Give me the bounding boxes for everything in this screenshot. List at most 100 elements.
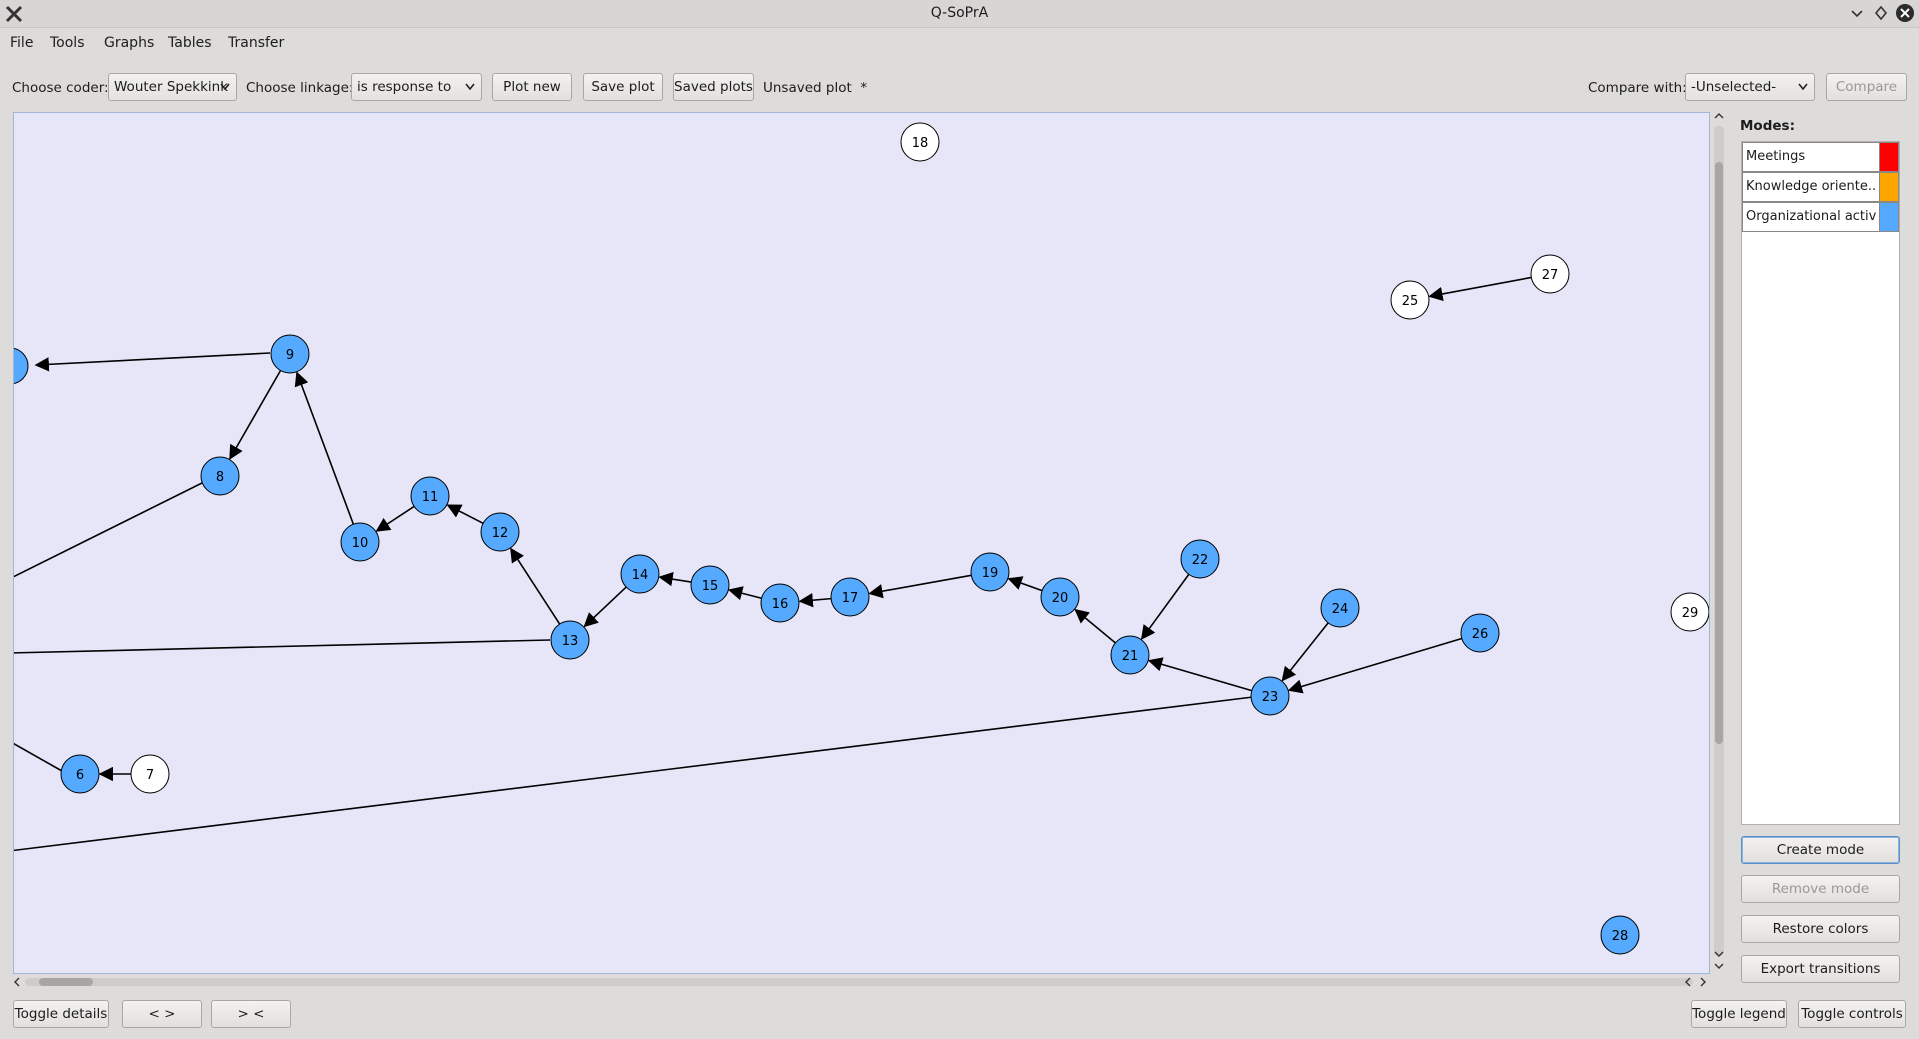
graph-node-label: 25 (1402, 294, 1419, 309)
mode-color-swatch[interactable] (1879, 203, 1898, 231)
app-close-icon[interactable] (5, 5, 23, 23)
graph-node-circle[interactable] (1250, 676, 1290, 716)
graph-node-circle[interactable] (340, 522, 380, 562)
graph-node-circle[interactable] (970, 552, 1010, 592)
graph-node-7[interactable]: 7 (130, 754, 170, 794)
graph-node-circle[interactable] (130, 754, 170, 794)
compare-button[interactable]: Compare (1826, 73, 1907, 101)
graph-node-8[interactable]: 8 (200, 456, 240, 496)
menu-transfer[interactable]: Transfer (228, 35, 285, 51)
graph-node-circle[interactable] (1600, 915, 1640, 955)
graph-node-label: 7 (146, 768, 154, 783)
graph-node-circle[interactable] (690, 565, 730, 605)
linkage-select[interactable]: is response to (351, 73, 482, 101)
toggle-controls-button[interactable]: Toggle controls (1798, 1000, 1906, 1028)
graph-node-22[interactable]: 22 (1180, 539, 1220, 579)
modes-list[interactable]: Meetings Knowledge oriente... Organizati… (1741, 141, 1900, 825)
graph-node-circle[interactable] (830, 577, 870, 617)
mode-item-meetings[interactable]: Meetings (1742, 142, 1899, 172)
mode-item-organizational[interactable]: Organizational activ... (1742, 202, 1899, 232)
graph-node-label: 12 (492, 526, 509, 541)
graph-node-circle[interactable] (480, 512, 520, 552)
contract-graph-button[interactable]: > < (211, 1000, 291, 1028)
graph-node-circle[interactable] (410, 476, 450, 516)
graph-node-label: 11 (422, 490, 439, 505)
graph-node-circle[interactable] (900, 122, 940, 162)
menu-bar: File Tools Graphs Tables Transfer (0, 30, 1919, 56)
graph-node-16[interactable]: 16 (760, 583, 800, 623)
save-plot-button[interactable]: Save plot (583, 73, 663, 101)
maximize-icon[interactable] (1873, 4, 1889, 22)
graph-node-20[interactable]: 20 (1040, 577, 1080, 617)
compare-select[interactable]: -Unselected- (1685, 73, 1815, 101)
graph-node-21[interactable]: 21 (1110, 635, 1150, 675)
menu-graphs[interactable]: Graphs (104, 35, 155, 51)
plot-status-label: Unsaved plot * (763, 80, 868, 96)
graph-edge-27-25 (1428, 276, 1532, 302)
graph-node-27[interactable]: 27 (1530, 254, 1570, 294)
remove-mode-button[interactable]: Remove mode (1741, 875, 1900, 903)
graph-node-circle[interactable] (1040, 577, 1080, 617)
event-graph[interactable]: 6 7 8 9 10 11 12 13 14 15 16 17 18 19 20 21 22 23 24 25 26 27… (14, 113, 1710, 974)
horizontal-scrollbar[interactable] (13, 974, 1710, 990)
graph-node-14[interactable]: 14 (620, 554, 660, 594)
create-mode-button[interactable]: Create mode (1741, 836, 1900, 864)
graph-node-23[interactable]: 23 (1250, 676, 1290, 716)
export-transitions-button[interactable]: Export transitions (1741, 955, 1900, 983)
graph-node-label: 17 (842, 591, 859, 606)
graph-node-circle[interactable] (1670, 592, 1709, 632)
graph-node-12[interactable]: 12 (480, 512, 520, 552)
graph-node-circle[interactable] (1530, 254, 1570, 294)
graph-node-15[interactable]: 15 (690, 565, 730, 605)
vertical-scrollbar[interactable] (1711, 112, 1727, 974)
graph-node-10[interactable]: 10 (340, 522, 380, 562)
plot-new-button[interactable]: Plot new (492, 73, 572, 101)
graph-node-offscreen[interactable] (14, 347, 29, 385)
graph-node-11[interactable]: 11 (410, 476, 450, 516)
compare-select-value: -Unselected- (1691, 79, 1777, 95)
graph-node-26[interactable]: 26 (1460, 613, 1500, 653)
graph-edge (14, 696, 1254, 852)
graph-edge-9-8 (229, 370, 282, 460)
coder-select[interactable]: Wouter Spekkink (108, 73, 237, 101)
graph-node-19[interactable]: 19 (970, 552, 1010, 592)
mode-item-knowledge[interactable]: Knowledge oriente... (1742, 172, 1899, 202)
graph-node-circle[interactable] (620, 554, 660, 594)
graph-node-circle[interactable] (200, 456, 240, 496)
toggle-legend-button[interactable]: Toggle legend (1691, 1000, 1787, 1028)
menu-tables[interactable]: Tables (168, 35, 212, 51)
menu-file[interactable]: File (10, 35, 34, 51)
menu-tools[interactable]: Tools (50, 35, 85, 51)
graph-node-label: 13 (562, 634, 579, 649)
graph-node-circle[interactable] (1390, 280, 1430, 320)
expand-graph-button[interactable]: < > (122, 1000, 202, 1028)
graph-node-circle[interactable] (1180, 539, 1220, 579)
graph-node-24[interactable]: 24 (1320, 588, 1360, 628)
minimize-icon[interactable] (1849, 4, 1865, 22)
saved-plots-button[interactable]: Saved plots (673, 73, 754, 101)
graph-node-18[interactable]: 18 (900, 122, 940, 162)
graph-node-circle[interactable] (1460, 613, 1500, 653)
graph-node-label: 6 (76, 768, 84, 783)
graph-node-label: 19 (982, 566, 999, 581)
toggle-details-button[interactable]: Toggle details (13, 1000, 109, 1028)
graph-node-6[interactable]: 6 (60, 754, 100, 794)
graph-node-circle[interactable] (1110, 635, 1150, 675)
graph-node-9[interactable]: 9 (270, 334, 310, 374)
graph-node-label: 24 (1332, 602, 1349, 617)
graph-node-circle[interactable] (270, 334, 310, 374)
graph-node-28[interactable]: 28 (1600, 915, 1640, 955)
restore-colors-button[interactable]: Restore colors (1741, 915, 1900, 943)
close-icon[interactable] (1895, 3, 1915, 23)
graph-canvas[interactable]: 6 7 8 9 10 11 12 13 14 15 16 17 18 19 20 21 22 23 24 25 26 27… (13, 112, 1710, 974)
graph-node-29[interactable]: 29 (1670, 592, 1709, 632)
graph-node-circle[interactable] (760, 583, 800, 623)
mode-color-swatch[interactable] (1879, 173, 1898, 201)
mode-color-swatch[interactable] (1879, 143, 1898, 171)
graph-node-25[interactable]: 25 (1390, 280, 1430, 320)
graph-node-13[interactable]: 13 (550, 620, 590, 660)
graph-node-circle[interactable] (60, 754, 100, 794)
graph-node-circle[interactable] (1320, 588, 1360, 628)
graph-node-circle[interactable] (550, 620, 590, 660)
graph-node-17[interactable]: 17 (830, 577, 870, 617)
